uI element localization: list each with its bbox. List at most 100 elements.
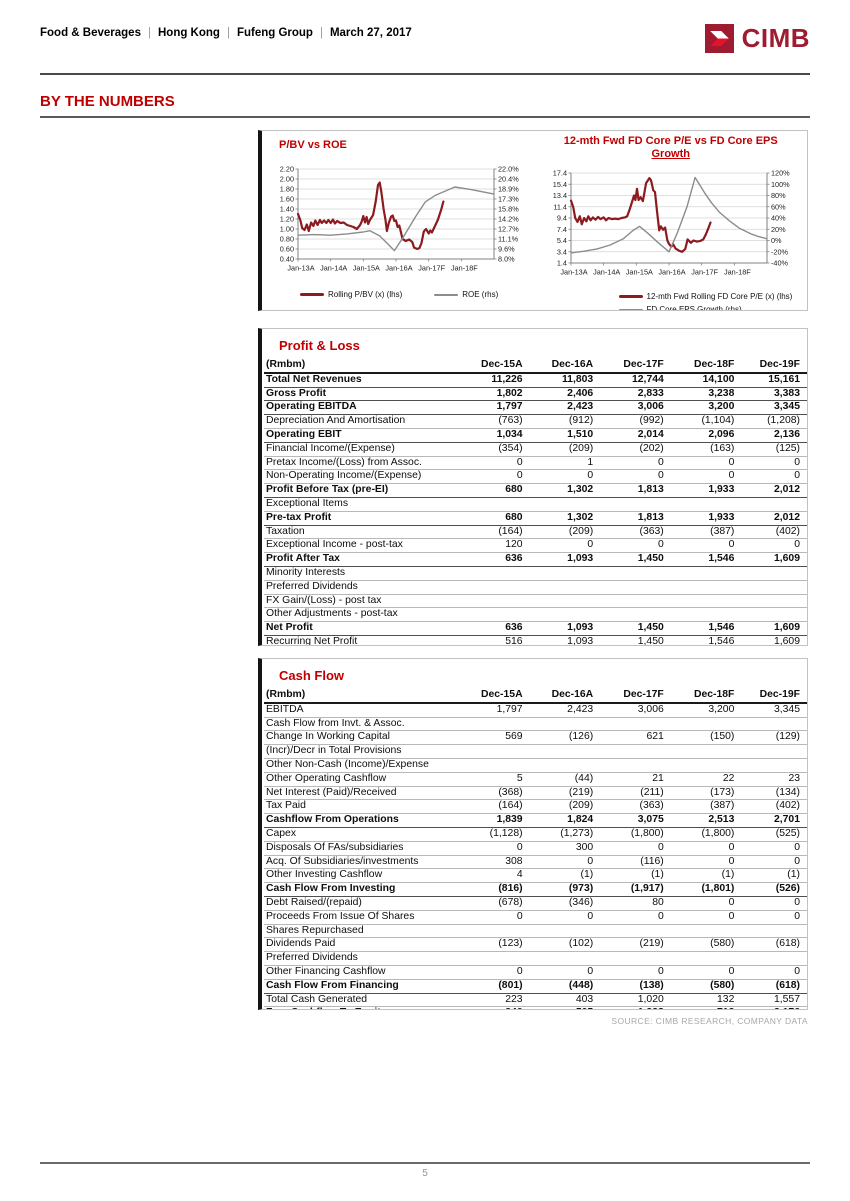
cell-value: 21 xyxy=(595,772,666,787)
cell-value: 0 xyxy=(524,469,596,485)
right-axis-tick-label: 18.9% xyxy=(498,185,519,194)
page-title: BY THE NUMBERS xyxy=(40,93,175,110)
row-label: Exceptional Income - post-tax xyxy=(264,538,454,554)
cell-value: (363) xyxy=(595,525,666,540)
cell-value: 1 xyxy=(524,456,596,471)
table-row: Profit After Tax 636 1,093 1,450 1,546 1,609 xyxy=(264,552,807,567)
cell-value: (1,800) xyxy=(595,827,666,842)
legend-item: 12-mth Fwd Rolling FD Core P/E (x) (lhs) xyxy=(618,292,792,301)
cell-value: 11,226 xyxy=(454,372,525,388)
cell-value: (1,917) xyxy=(595,882,666,897)
cell-value: 1,609 xyxy=(736,635,807,645)
row-label: Pre-tax Profit xyxy=(264,511,454,526)
row-label: Non-Operating Income/(Expense) xyxy=(264,469,454,485)
cell-value: 1,824 xyxy=(524,813,596,828)
table-row: Other Non-Cash (Income)/Expense xyxy=(264,758,807,773)
cell-value: 0 xyxy=(736,910,807,925)
cell-value: 1,933 xyxy=(665,483,737,498)
cell-value: 1,238 xyxy=(595,1006,666,1009)
right-axis-tick-label: 20.4% xyxy=(498,175,519,184)
left-axis-tick-label: 1.80 xyxy=(280,185,294,194)
row-label: Financial Income/(Expense) xyxy=(264,442,454,457)
column-header: Dec-18F xyxy=(665,689,737,704)
row-label: Capex xyxy=(264,827,454,842)
table-row: Operating EBITDA 1,797 2,423 3,006 3,200 3,34… xyxy=(264,400,807,416)
cell-value: 3,200 xyxy=(665,702,737,718)
cell-value xyxy=(454,566,525,581)
cell-value: 1,302 xyxy=(524,483,596,498)
series-line xyxy=(569,177,712,253)
cell-value xyxy=(665,744,737,759)
cell-value: 3,345 xyxy=(736,400,807,416)
cell-value xyxy=(665,607,737,623)
cell-value xyxy=(665,497,737,512)
cell-value: 516 xyxy=(454,635,525,645)
cell-value: (164) xyxy=(454,525,525,540)
left-axis-tick-label: 1.00 xyxy=(280,225,294,234)
pbv-roe-legend: Rolling P/BV (x) (lhs) ROE (rhs) xyxy=(262,290,535,299)
cell-value xyxy=(595,566,666,581)
legend-item: FD Core EPS Growth (rhs) xyxy=(618,305,742,310)
cell-value: (992) xyxy=(595,414,666,429)
row-label: Preferred Dividends xyxy=(264,951,454,966)
cell-value: 1,093 xyxy=(524,635,596,645)
cell-value xyxy=(665,951,737,966)
cell-value: (618) xyxy=(736,937,807,953)
cell-value xyxy=(524,580,596,595)
cell-value: 0 xyxy=(454,910,525,925)
cell-value xyxy=(736,607,807,623)
cell-value: 0 xyxy=(454,965,525,980)
breadcrumb-date: March 27, 2017 xyxy=(329,27,412,39)
x-axis-tick-label: Jan-14A xyxy=(593,268,620,277)
cell-value: (129) xyxy=(736,730,807,746)
table-row: EBITDA 1,797 2,423 3,006 3,200 3,345 xyxy=(264,702,807,718)
row-label: Depreciation And Amortisation xyxy=(264,414,454,429)
cell-value: 1,933 xyxy=(665,511,737,526)
row-label: Cash Flow from Invt. & Assoc. xyxy=(264,717,454,732)
source-note: SOURCE: CIMB RESEARCH, COMPANY DATA xyxy=(611,1016,808,1026)
cell-value: (387) xyxy=(665,525,737,540)
row-label: Total Net Revenues xyxy=(264,372,454,388)
cell-value: 712 xyxy=(665,1006,737,1009)
cell-value xyxy=(524,717,596,732)
cell-value: 0 xyxy=(736,841,807,856)
right-axis-tick-label: -20% xyxy=(771,247,789,256)
cell-value: (368) xyxy=(454,786,525,801)
row-label: Disposals Of FAs/subsidiaries xyxy=(264,841,454,856)
cash-flow-table: (Rmbm) Dec-15A Dec-16A Dec-17F Dec-18F Dec-19… xyxy=(264,689,807,1009)
cell-value: 346 xyxy=(454,1006,525,1009)
cell-value: 1,546 xyxy=(665,552,737,567)
table-row: Acq. Of Subsidiaries/investments 308 0 (116… xyxy=(264,855,807,870)
cell-value: 5 xyxy=(454,772,525,787)
cell-value: (1) xyxy=(736,868,807,884)
breadcrumb-separator: | xyxy=(147,27,151,39)
cell-value: 0 xyxy=(524,965,596,980)
row-label: EBITDA xyxy=(264,702,454,718)
cell-value xyxy=(454,951,525,966)
right-axis-tick-label: 22.0% xyxy=(498,165,519,174)
column-header: Dec-18F xyxy=(665,359,737,374)
cash-flow-panel: Cash Flow (Rmbm) Dec-15A Dec-16A Dec-17F Dec… xyxy=(258,658,808,1010)
cell-value: 1,609 xyxy=(736,621,807,636)
cash-flow-title: Cash Flow xyxy=(279,668,345,683)
cell-value: 1,020 xyxy=(595,993,666,1008)
row-label: Other Financing Cashflow xyxy=(264,965,454,980)
cell-value xyxy=(736,717,807,732)
row-label: Other Adjustments - post-tax xyxy=(264,607,454,623)
column-header: Dec-15A xyxy=(454,359,525,374)
cell-value: 2,014 xyxy=(595,428,666,443)
gray-line-swatch-icon xyxy=(618,308,643,310)
cell-value: (1,104) xyxy=(665,414,737,429)
x-axis-tick-label: Jan-16A xyxy=(658,268,685,277)
cell-value: 0 xyxy=(454,456,525,471)
header-divider xyxy=(40,73,810,75)
cell-value: 300 xyxy=(524,841,596,856)
cell-value: 0 xyxy=(595,841,666,856)
cell-value xyxy=(595,924,666,939)
table-row: Change In Working Capital 569 (126) 621 (150… xyxy=(264,730,807,746)
table-row: Gross Profit 1,802 2,406 2,833 3,238 3,383 xyxy=(264,387,807,402)
table-row: Cashflow From Operations 1,839 1,824 3,075 2… xyxy=(264,813,807,828)
cell-value: 680 xyxy=(454,483,525,498)
column-header: Dec-17F xyxy=(595,689,666,704)
row-label: Acq. Of Subsidiaries/investments xyxy=(264,855,454,870)
